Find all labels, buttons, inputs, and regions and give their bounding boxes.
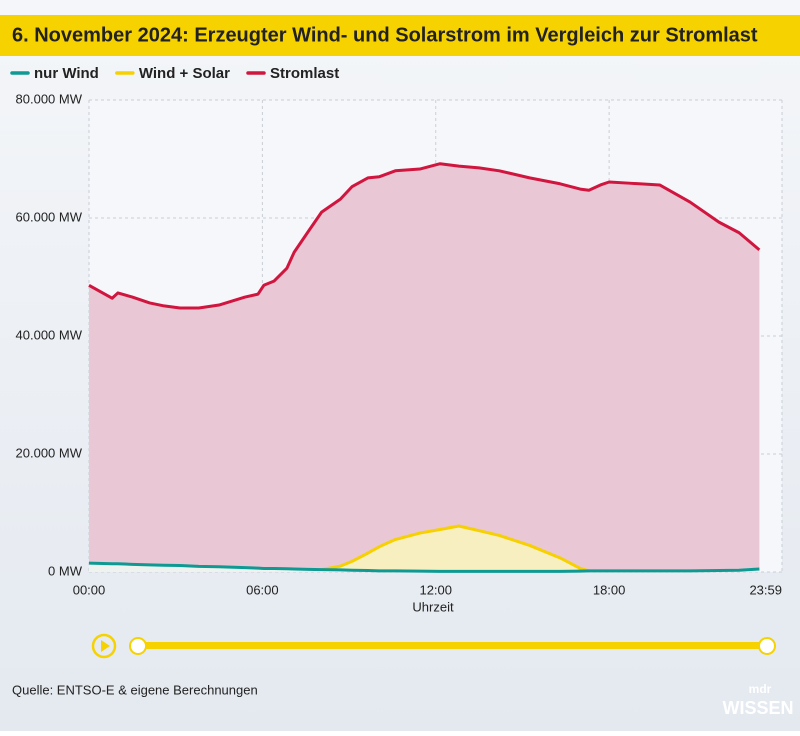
play-button[interactable] (91, 633, 117, 659)
area (321, 525, 589, 572)
slider-handle-start[interactable] (129, 637, 147, 655)
x-tick-label: 00:00 (73, 582, 106, 597)
area (89, 163, 760, 572)
area (89, 563, 760, 572)
legend-label: Stromlast (270, 65, 339, 82)
x-tick-label: 12:00 (419, 582, 452, 597)
legend-label: Wind + Solar (139, 65, 230, 82)
x-tick-label: 18:00 (593, 582, 626, 597)
line (88, 162, 761, 310)
line (88, 561, 760, 573)
source: Quelle: ENTSO-E & eigene Berechnungen (12, 682, 258, 697)
y-tick-label: 80.000 MW (16, 91, 83, 106)
x-axis-label: Uhrzeit (412, 599, 454, 614)
logo-top: mdr (749, 682, 772, 696)
slider (91, 633, 776, 659)
title-bar (0, 15, 800, 56)
logo-bottom: WISSEN (722, 698, 793, 718)
x-tick-label: 23:59 (749, 582, 782, 597)
legend-label: nur Wind (34, 65, 99, 82)
slider-track[interactable] (138, 642, 767, 649)
y-tick-label: 20.000 MW (16, 445, 83, 460)
y-tick-label: 40.000 MW (16, 327, 83, 342)
y-tick-label: 60.000 MW (16, 209, 83, 224)
play-icon (101, 640, 110, 652)
line (321, 524, 590, 573)
y-tick-label: 0 MW (48, 563, 83, 578)
slider-handle-end[interactable] (758, 637, 776, 655)
x-tick-label: 06:00 (246, 582, 279, 597)
chart-title: 6. November 2024: Erzeugter Wind- und So… (12, 24, 758, 46)
